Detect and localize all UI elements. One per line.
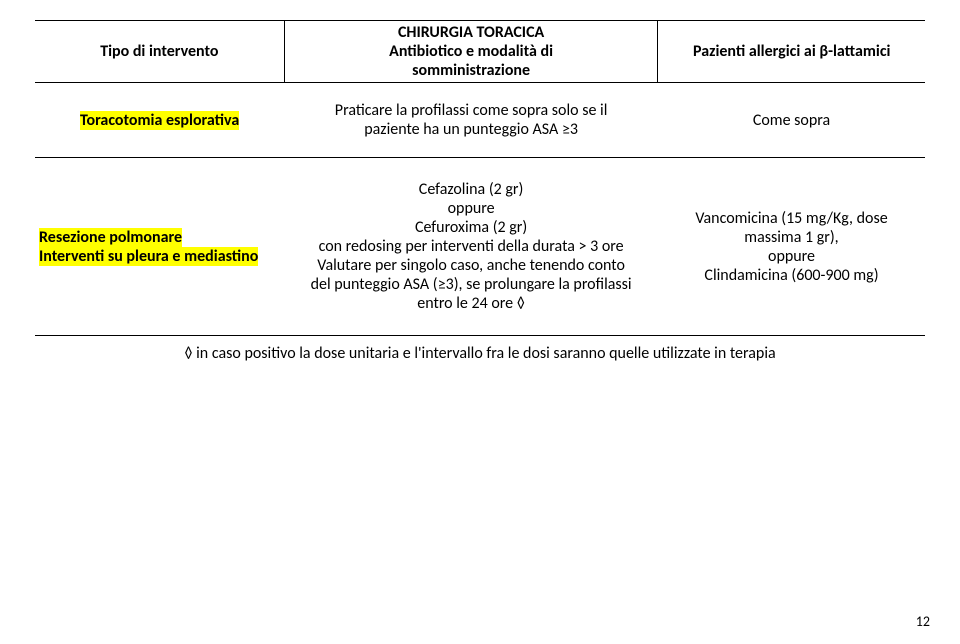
col1-label: Tipo di intervento: [100, 42, 218, 61]
page-number: 12: [916, 613, 930, 630]
toracotomia-right-text: Come sopra: [753, 111, 830, 130]
resezione-mid-3: con redosing per interventi della durata…: [294, 237, 648, 256]
resezione-left-l2: Interventi su pleura e mediastino: [39, 247, 258, 266]
resezione-mid-5: del punteggio ASA (≥3), se prolungare la…: [294, 275, 648, 294]
toracotomia-mid-l1: Praticare la profilassi come sopra solo …: [294, 101, 648, 120]
toracotomia-mid-l2: paziente ha un punteggio ASA ≥3: [294, 120, 648, 139]
footer-row: ◊ in caso positivo la dose unitaria e l'…: [35, 336, 925, 372]
row-toracotomia: Toracotomia esplorativa Praticare la pro…: [35, 83, 925, 158]
resezione-left: Resezione polmonare Interventi su pleura…: [35, 158, 284, 336]
resezione-right-0: Vancomicina (15 mg/Kg, dose massima 1 gr…: [668, 209, 915, 247]
row-resezione: Resezione polmonare Interventi su pleura…: [35, 158, 925, 336]
header-row: Tipo di intervento CHIRURGIA TORACICA An…: [35, 21, 925, 83]
footer-cell: ◊ in caso positivo la dose unitaria e l'…: [35, 336, 925, 372]
resezione-mid-2: Cefuroxima (2 gr): [294, 218, 648, 237]
resezione-mid-1: oppure: [294, 199, 648, 218]
toracotomia-right: Come sopra: [658, 83, 925, 158]
toracotomia-left: Toracotomia esplorativa: [35, 83, 284, 158]
resezione-mid-0: Cefazolina (2 gr): [294, 180, 648, 199]
footer-text: ◊ in caso positivo la dose unitaria e l'…: [184, 344, 775, 363]
main-table: Tipo di intervento CHIRURGIA TORACICA An…: [35, 20, 925, 371]
resezione-right-2: Clindamicina (600-900 mg): [668, 266, 915, 285]
col3-label: Pazienti allergici ai β-lattamici: [693, 42, 891, 61]
header-col1: Tipo di intervento: [35, 21, 284, 83]
resezione-mid-6: entro le 24 ore ◊: [294, 294, 648, 313]
header-col3: Pazienti allergici ai β-lattamici: [658, 21, 925, 83]
toracotomia-mid: Praticare la profilassi come sopra solo …: [284, 83, 658, 158]
section-title: CHIRURGIA TORACICA: [295, 23, 648, 42]
resezione-mid-4: Valutare per singolo caso, anche tenendo…: [294, 256, 648, 275]
resezione-mid: Cefazolina (2 gr) oppure Cefuroxima (2 g…: [284, 158, 658, 336]
resezione-right: Vancomicina (15 mg/Kg, dose massima 1 gr…: [658, 158, 925, 336]
col2-label-line1: Antibiotico e modalità di: [295, 42, 648, 61]
resezione-left-l1: Resezione polmonare: [39, 228, 182, 247]
header-col2: CHIRURGIA TORACICA Antibiotico e modalit…: [284, 21, 658, 83]
col2-label-line2: somministrazione: [295, 61, 648, 80]
toracotomia-label: Toracotomia esplorativa: [80, 111, 239, 130]
resezione-right-1: oppure: [668, 247, 915, 266]
